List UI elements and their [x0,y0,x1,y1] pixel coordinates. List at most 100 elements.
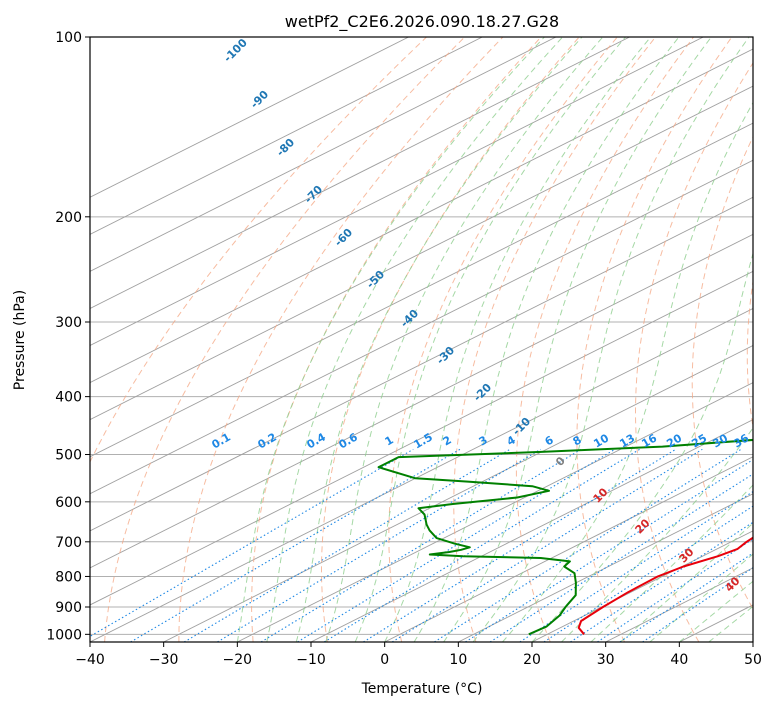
x-tick-label: −40 [75,652,105,668]
isotherm-line [237,382,753,642]
dry-adiabat-label: 40 [723,574,743,594]
dry-adiabat-line [321,37,580,642]
x-tick-label: −30 [149,652,179,668]
x-tick-label: 30 [597,652,615,668]
inline-labels: -100-90-80-70-60-50-40-30-20-10010203040… [210,36,752,595]
mixing-ratio-line [391,448,703,642]
mixing-ratio-line [619,552,753,642]
y-tick-label: 400 [55,390,82,406]
moist-adiabat-line [266,37,563,642]
isotherm-line [752,641,753,642]
moist-adiabat-line [678,580,753,642]
y-tick-label: 300 [55,315,82,331]
y-tick-label: 100 [55,30,82,46]
x-tick-label: −10 [296,652,326,668]
mixing-ratio-line [543,505,753,642]
x-tick-label: 10 [449,652,467,668]
x-axis-label: Temperature (°C) [361,681,483,697]
dry-adiabat-line [746,278,753,430]
moist-adiabat-line [708,605,753,642]
isotherm-line [531,530,753,642]
dry-adiabat-line [388,37,618,642]
x-tick-label: 20 [523,652,541,668]
x-tick-label: 40 [670,652,688,668]
dry-adiabat-line [691,135,753,610]
mixing-ratio-line [90,448,414,638]
moist-adiabat-line [325,37,604,642]
y-tick-label: 700 [55,535,82,551]
y-tick-label: 800 [55,569,82,585]
isotherm-line [90,196,753,532]
moist-adiabat-line [354,37,626,642]
isotherm-line [310,419,753,642]
y-tick-label: 200 [55,210,82,226]
y-tick-label: 1000 [46,627,82,643]
dry-adiabat-label: -20 [471,381,494,404]
dry-adiabat-label: 10 [591,485,611,505]
dry-adiabat-line [515,37,695,642]
dry-adiabat-line [635,62,753,642]
dry-adiabat-label: 20 [633,516,653,536]
isotherm-line [90,85,753,421]
dry-adiabat-label: -60 [332,226,355,249]
x-tick-label: −20 [223,652,253,668]
moist-adiabat-line [236,37,545,642]
dry-adiabat-label: -70 [302,183,325,206]
mixing-ratio-label: 1 [383,433,396,448]
dry-adiabat-label: -100 [221,36,250,65]
chart-title: wetPf2_C2E6.2026.090.18.27.G28 [285,12,559,32]
mixing-ratio-line [323,448,640,642]
mixing-ratio-label: 30 [710,431,730,450]
y-tick-label: 600 [55,495,82,511]
isotherm-line [163,345,753,642]
isotherm-line [90,48,753,384]
dry-adiabat-line [453,37,656,642]
mixing-ratio-line [217,448,541,642]
isotherm-line [90,37,483,235]
isotherm-line [384,456,753,642]
dry-adiabat-line [178,37,504,642]
moist-adiabat-line [295,37,583,642]
isotherm-line [90,233,753,569]
axis-ticks: −40 −30 −20 −10 0 10 20 30 40 5010009008007006005… [46,30,762,668]
moist-adiabat-line [649,553,753,642]
moist-adiabat-line [472,37,750,642]
moist-adiabat-line [413,37,680,642]
mixing-ratio-line [434,448,742,642]
temperature-profile [577,536,753,635]
moist-adiabat-line [531,251,753,642]
isotherm-line [90,37,630,309]
isotherm-line [458,493,753,642]
mixing-ratio-label: 2 [441,433,454,448]
isotherm-line [90,159,753,495]
moist-adiabat-line [620,522,753,642]
dewpoint-profile [377,438,753,636]
dry-adiabat-line [576,37,733,642]
dry-adiabat-label: 0 [553,454,568,469]
isotherm-line [90,122,753,458]
isotherm-line [90,270,753,606]
mixing-ratio-label: 0.2 [256,430,279,451]
moist-adiabat-line [590,484,753,642]
background-lines [90,37,753,642]
mixing-ratio-label: 10 [591,431,611,450]
x-tick-label: 50 [744,652,762,668]
mixing-ratio-label: 36 [731,431,751,450]
x-tick-label: 0 [380,652,389,668]
mixing-ratio-line [363,448,677,642]
dry-adiabat-label: -40 [398,307,421,330]
mixing-ratio-label: 25 [689,432,709,451]
isotherm-line [90,307,753,642]
mixing-ratio-label: 0.1 [210,430,233,451]
y-tick-label: 900 [55,600,82,616]
moist-adiabat-line [502,101,753,642]
profile-lines [377,438,753,636]
mixing-ratio-line [183,448,511,642]
dry-adiabat-label: -80 [274,136,297,159]
moist-adiabat-line [384,37,651,642]
dry-adiabat-label: -30 [434,344,457,367]
mixing-ratio-label: 20 [664,431,684,450]
dry-adiabat-label: -10 [510,415,533,438]
dry-adiabat-line [104,37,466,642]
